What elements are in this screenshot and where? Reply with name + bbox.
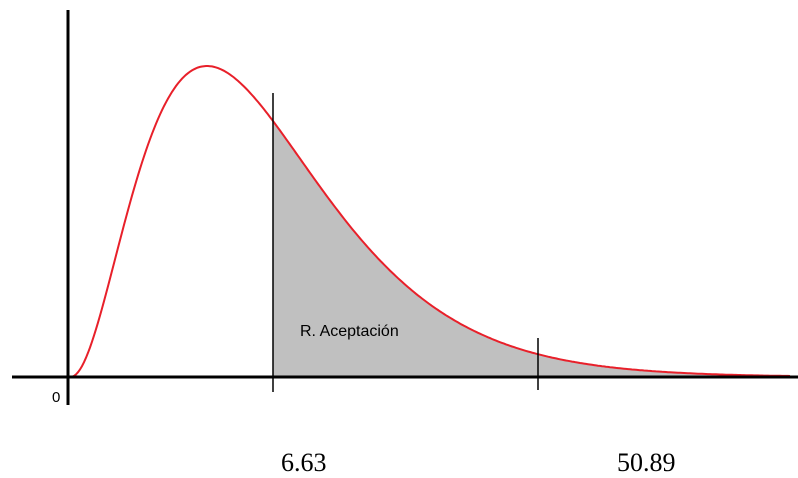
origin-label: 0 <box>52 389 60 406</box>
upper-bound-label: 50.89 <box>617 448 676 477</box>
acceptance-region-shading <box>273 121 790 377</box>
acceptance-region-label: R. Aceptación <box>300 323 399 340</box>
distribution-plot: 0 R. Aceptación <box>12 10 798 406</box>
density-curve <box>69 65 791 378</box>
lower-bound-label: 6.63 <box>281 448 327 477</box>
